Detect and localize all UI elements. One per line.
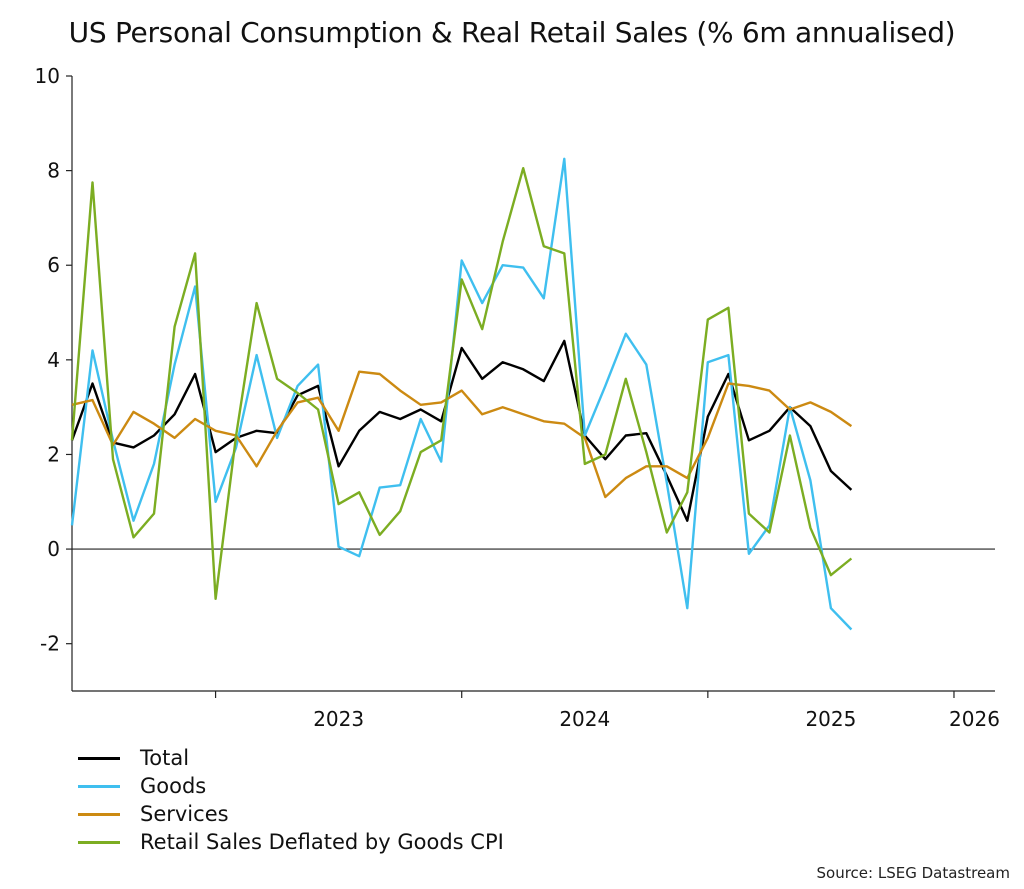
legend-swatch-total bbox=[78, 756, 120, 760]
legend-item-services: Services bbox=[78, 800, 504, 828]
y-tick-label: 8 bbox=[47, 159, 60, 183]
x-tick-label: 2023 bbox=[313, 707, 364, 731]
y-tick-label: 6 bbox=[47, 253, 60, 277]
legend-item-total: Total bbox=[78, 744, 504, 772]
y-tick-label: 0 bbox=[47, 537, 60, 561]
legend-swatch-services bbox=[78, 812, 120, 816]
legend-label-services: Services bbox=[140, 802, 229, 826]
legend-item-retail-sales: Retail Sales Deflated by Goods CPI bbox=[78, 828, 504, 856]
series-line-1 bbox=[70, 339, 853, 522]
legend: Total Goods Services Retail Sales Deflat… bbox=[78, 744, 504, 856]
legend-label-total: Total bbox=[140, 746, 190, 770]
x-tick-label: 2025 bbox=[805, 707, 856, 731]
y-tick-label: 2 bbox=[47, 442, 60, 466]
axes: -2 0 2 4 6 8 10 2023 2024 2025 2026 bbox=[35, 64, 1000, 731]
legend-swatch-goods bbox=[78, 784, 120, 788]
x-tick-label: 2024 bbox=[559, 707, 610, 731]
legend-label-goods: Goods bbox=[140, 774, 207, 798]
legend-item-goods: Goods bbox=[78, 772, 504, 800]
legend-swatch-retail-sales bbox=[78, 840, 120, 844]
x-tick-label: 2026 bbox=[949, 707, 1000, 731]
y-tick-label: 10 bbox=[35, 64, 60, 88]
series-lines bbox=[70, 157, 853, 631]
chart-title: US Personal Consumption & Real Retail Sa… bbox=[68, 16, 956, 49]
y-tick-label: 4 bbox=[47, 348, 60, 372]
series-line-4 bbox=[70, 166, 853, 600]
legend-label-retail-sales: Retail Sales Deflated by Goods CPI bbox=[140, 830, 504, 854]
series-line-3 bbox=[71, 370, 853, 499]
y-tick-label: -2 bbox=[40, 632, 60, 656]
source-note: Source: LSEG Datastream bbox=[816, 864, 1010, 882]
